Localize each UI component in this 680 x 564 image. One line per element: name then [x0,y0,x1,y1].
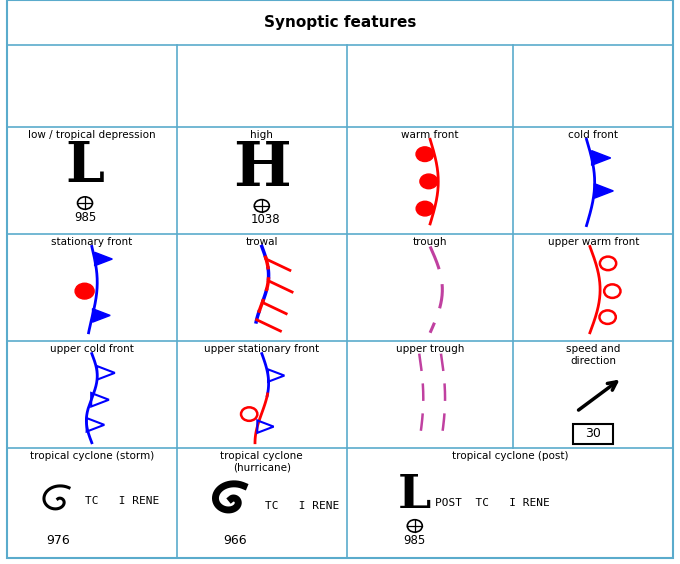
Text: cold front: cold front [568,130,618,140]
Text: speed and
direction: speed and direction [566,344,620,365]
Polygon shape [92,309,110,322]
Text: Synoptic features: Synoptic features [264,15,416,30]
Text: 1038: 1038 [250,213,280,227]
Text: upper stationary front: upper stationary front [204,344,320,354]
Text: tropical cyclone (storm): tropical cyclone (storm) [30,451,154,461]
Text: 985: 985 [74,210,96,224]
Text: H: H [233,139,290,199]
Polygon shape [95,252,112,266]
Text: 985: 985 [404,534,426,547]
FancyBboxPatch shape [573,424,613,444]
Text: low / tropical depression: low / tropical depression [28,130,156,140]
Polygon shape [592,151,611,165]
Text: TC   I RENE: TC I RENE [265,501,339,511]
Text: upper warm front: upper warm front [547,237,639,247]
Text: trowal: trowal [245,237,278,247]
Text: 976: 976 [46,534,69,547]
Text: high: high [250,130,273,140]
Text: stationary front: stationary front [51,237,133,247]
Text: upper cold front: upper cold front [50,344,134,354]
Circle shape [420,174,437,189]
Text: L: L [398,472,431,518]
Text: trough: trough [413,237,447,247]
Text: tropical cyclone
(hurricane): tropical cyclone (hurricane) [220,451,303,473]
Text: warm front: warm front [401,130,459,140]
Circle shape [416,201,434,216]
Text: TC   I RENE: TC I RENE [85,496,159,505]
Circle shape [416,147,434,161]
Polygon shape [594,183,613,198]
Text: tropical cyclone (post): tropical cyclone (post) [452,451,568,461]
Text: upper trough: upper trough [396,344,464,354]
Circle shape [75,283,94,299]
Text: 30: 30 [585,427,601,440]
Text: POST  TC   I RENE: POST TC I RENE [435,499,550,508]
Text: L: L [65,139,105,194]
Text: 966: 966 [223,534,246,547]
